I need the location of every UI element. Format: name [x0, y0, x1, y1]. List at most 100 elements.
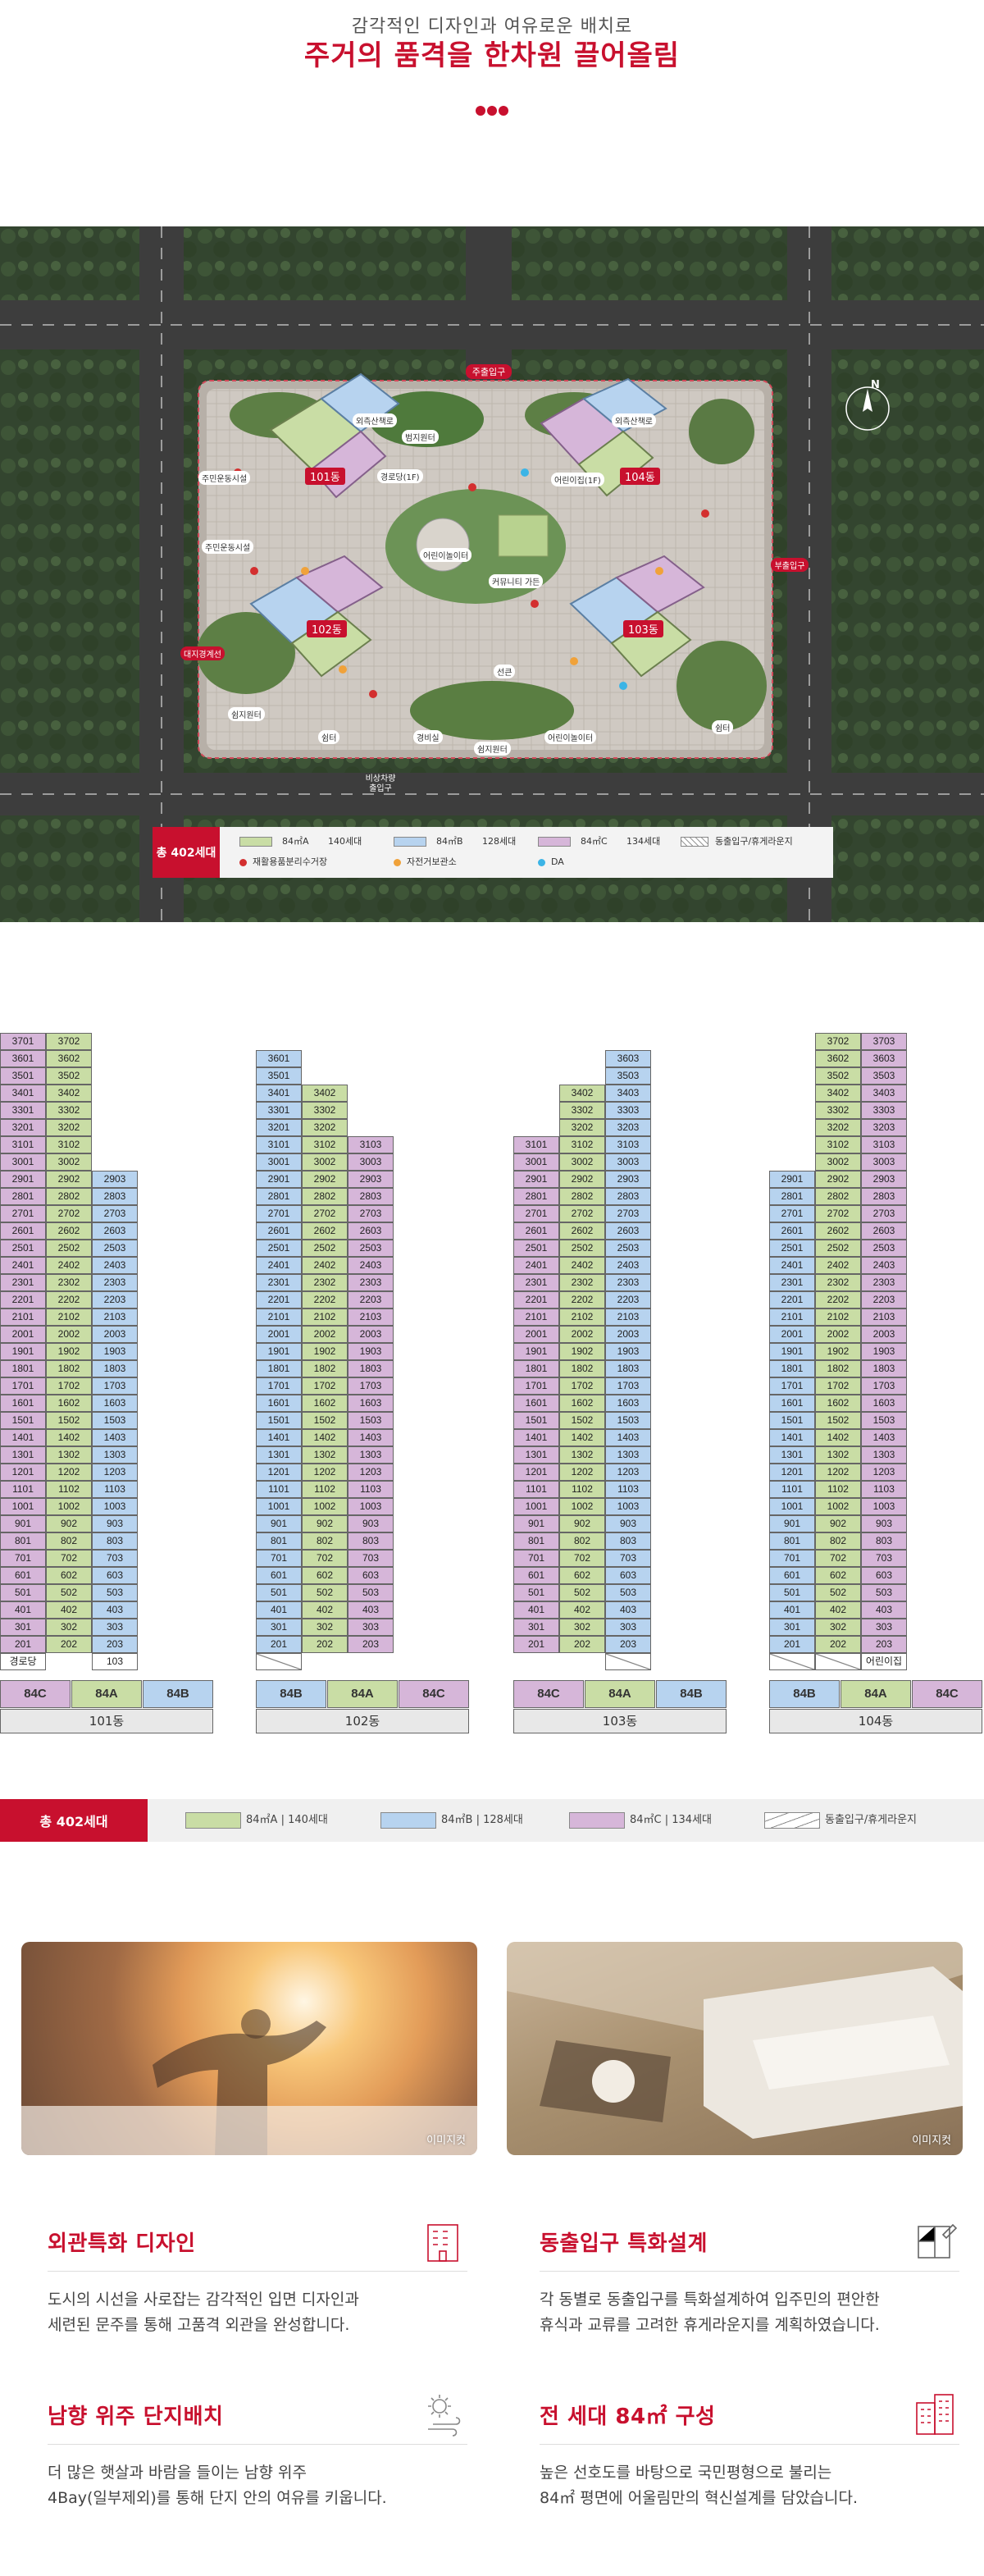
unit-cell: 301: [256, 1619, 302, 1636]
unit-cell: 2301: [256, 1274, 302, 1291]
unit-cell-special: 경로당: [0, 1653, 46, 1670]
unit-cell: 2803: [348, 1188, 394, 1205]
unit-cell: 1802: [815, 1360, 861, 1377]
feature-desc: 높은 선호도를 바탕으로 국민평형으로 불리는 84㎡ 평면에 어울림만의 혁신…: [540, 2464, 859, 2507]
unit-cell: 601: [513, 1567, 559, 1584]
legend-c-type: 84㎡C: [581, 836, 608, 847]
siteplan-legend: 총 402세대 84㎡A 140세대 84㎡B 128세대 84㎡C 134세대…: [153, 827, 833, 878]
unit-cell: 902: [46, 1515, 92, 1532]
unit-cell: 1303: [92, 1446, 138, 1464]
unit-cell: 1402: [46, 1429, 92, 1446]
header-title: 주거의 품격을 한차원 끌어올림: [303, 39, 681, 72]
legend-total: 총 402세대: [153, 827, 220, 878]
unit-cell: 2202: [559, 1291, 605, 1309]
road-north-branch: [466, 226, 512, 382]
unit-cell: 1101: [769, 1481, 815, 1498]
feature-title: 남향 위주 단지배치: [48, 2405, 224, 2429]
unit-cell: 2003: [92, 1326, 138, 1343]
unit-cell: 2701: [513, 1205, 559, 1222]
sofa-illustration-icon: [507, 1942, 963, 2139]
unit-cell: 3102: [559, 1136, 605, 1153]
unit-cell: 2701: [769, 1205, 815, 1222]
unit-cell: 1702: [815, 1377, 861, 1395]
unit-cell: 1103: [348, 1481, 394, 1498]
unit-cell: 3102: [46, 1136, 92, 1153]
unit-cell: 2302: [46, 1274, 92, 1291]
unit-cell: 3001: [256, 1153, 302, 1171]
swatch-c: [538, 837, 571, 847]
unit-swatch-b: [380, 1812, 436, 1829]
unit-cell: 2602: [815, 1222, 861, 1240]
unit-cell: 2602: [46, 1222, 92, 1240]
unit-cell: 1201: [256, 1464, 302, 1481]
unit-cell: 1602: [302, 1395, 348, 1412]
unit-cell: 1402: [302, 1429, 348, 1446]
unit-cell: 3501: [256, 1067, 302, 1085]
unit-cell-entrance: [769, 1653, 815, 1670]
unit-cell: 1901: [256, 1343, 302, 1360]
unit-cell: 1403: [348, 1429, 394, 1446]
unit-cell: 202: [559, 1636, 605, 1653]
label-facility: 외측산책로: [612, 413, 656, 427]
unit-cell: 1902: [815, 1343, 861, 1360]
unit-cell: 501: [769, 1584, 815, 1601]
apartment-icon: [916, 2394, 954, 2435]
unit-cell: 1401: [513, 1429, 559, 1446]
unit-cell: 1303: [861, 1446, 907, 1464]
unit-cell: 2202: [302, 1291, 348, 1309]
unit-cell: 601: [769, 1567, 815, 1584]
unit-cell: 203: [348, 1636, 394, 1653]
unit-cell: 802: [815, 1532, 861, 1550]
unit-cell: 1501: [256, 1412, 302, 1429]
label-facility: 쉼지원터: [474, 742, 511, 756]
unit-cell: 1302: [559, 1446, 605, 1464]
unit-cell: 901: [513, 1515, 559, 1532]
unit-cell: 3201: [0, 1119, 46, 1136]
unit-cell: 2302: [815, 1274, 861, 1291]
unit-cell: 903: [861, 1515, 907, 1532]
unit-cell: 2403: [605, 1257, 651, 1274]
unit-cell: 1903: [348, 1343, 394, 1360]
unit-cell: 203: [605, 1636, 651, 1653]
unit-cell: 2703: [861, 1205, 907, 1222]
legend-b-type: 84㎡B: [436, 836, 463, 847]
unit-cell: 1801: [513, 1360, 559, 1377]
unit-cell: 3301: [256, 1102, 302, 1119]
unit-type-label: 84A: [585, 1680, 655, 1708]
unit-cell: 2801: [256, 1188, 302, 1205]
unit-cell: 2501: [256, 1240, 302, 1257]
unit-cell: 303: [348, 1619, 394, 1636]
unit-cell: 403: [605, 1601, 651, 1619]
unit-cell: 401: [769, 1601, 815, 1619]
unit-cell: 702: [815, 1550, 861, 1567]
unit-cell: 702: [302, 1550, 348, 1567]
unit-cell: 1001: [256, 1498, 302, 1515]
unit-cell: 1503: [348, 1412, 394, 1429]
unit-cell: 2003: [605, 1326, 651, 1343]
unit-cell: 2502: [46, 1240, 92, 1257]
unit-cell: 1203: [861, 1464, 907, 1481]
unit-cell: 1602: [815, 1395, 861, 1412]
unit-type-label: 84A: [71, 1680, 142, 1708]
unit-cell: 3601: [0, 1050, 46, 1067]
unit-cell: 1703: [605, 1377, 651, 1395]
unit-cell: 302: [302, 1619, 348, 1636]
unit-cell: 2601: [513, 1222, 559, 1240]
unit-cell: 3502: [815, 1067, 861, 1085]
unit-cell: 401: [513, 1601, 559, 1619]
unit-cell: 802: [46, 1532, 92, 1550]
unit-cell: 1001: [0, 1498, 46, 1515]
unit-cell: 2303: [861, 1274, 907, 1291]
unit-cell: 1401: [0, 1429, 46, 1446]
legend-c-count: 134세대: [626, 836, 661, 847]
label-facility: 경로당(1F): [377, 469, 423, 483]
swatch-a: [239, 837, 272, 847]
unit-cell: 2003: [348, 1326, 394, 1343]
unit-cell: 1303: [348, 1446, 394, 1464]
unit-cell: 903: [605, 1515, 651, 1532]
unit-cell: 403: [861, 1601, 907, 1619]
label-sub-entrance: 부출입구: [771, 558, 809, 572]
unit-cell: 2103: [348, 1309, 394, 1326]
unit-cell: 1602: [46, 1395, 92, 1412]
unit-cell: 2001: [0, 1326, 46, 1343]
